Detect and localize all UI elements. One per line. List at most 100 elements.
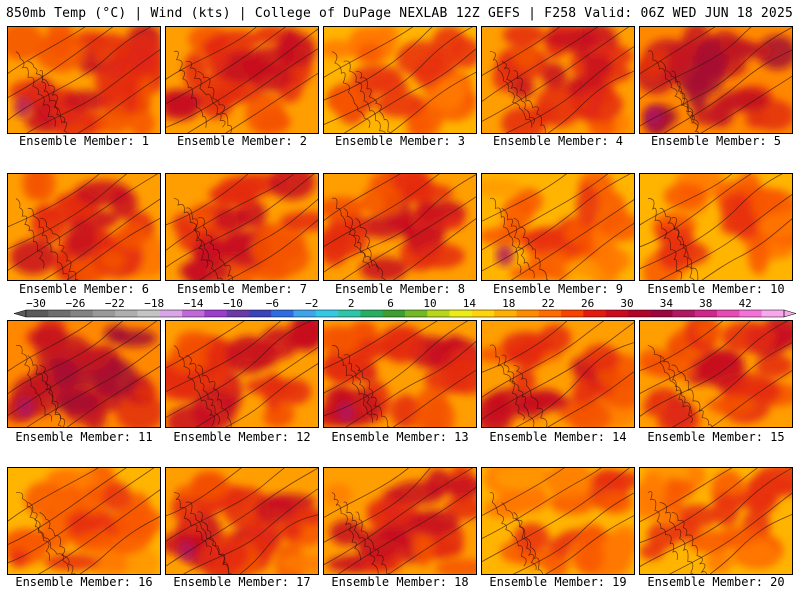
colorbar-segment xyxy=(315,310,339,317)
colorbar-segment xyxy=(672,310,696,317)
ensemble-member-map xyxy=(481,467,635,575)
colorbar-outline xyxy=(25,309,785,318)
temperature-field-map xyxy=(324,27,476,133)
colorbar-tick-label: −22 xyxy=(105,297,125,310)
colorbar-tick-label: −26 xyxy=(65,297,85,310)
ensemble-member-label: Ensemble Member: 10 xyxy=(647,282,785,296)
colorbar-segment xyxy=(115,310,138,317)
colorbar-tick-label: 26 xyxy=(581,297,594,310)
ensemble-member-map xyxy=(165,320,319,428)
temperature-field-map xyxy=(8,27,160,133)
colorbar-tick-label: −14 xyxy=(184,297,204,310)
colorbar-left-arrow xyxy=(13,309,27,318)
ensemble-member-map xyxy=(165,173,319,281)
colorbar-tick-label: −30 xyxy=(26,297,46,310)
colorbar-tick-label: −6 xyxy=(266,297,279,310)
colorbar-tick-label: −18 xyxy=(144,297,164,310)
temperature-field-map xyxy=(640,174,792,280)
colorbar-segment xyxy=(516,310,540,317)
colorbar-segment xyxy=(694,310,718,317)
ensemble-member-map xyxy=(7,320,161,428)
ensemble-member-map xyxy=(639,467,793,575)
colorbar-segment xyxy=(583,310,606,317)
temperature-field-map xyxy=(8,174,160,280)
temperature-field-map xyxy=(8,321,160,427)
colorbar-segment xyxy=(92,310,116,317)
colorbar-segment xyxy=(761,310,785,317)
colorbar-segment xyxy=(248,310,272,317)
colorbar-segment xyxy=(204,310,227,317)
colorbar-segment xyxy=(449,310,473,317)
ensemble-member-map xyxy=(323,320,477,428)
colorbar-segment xyxy=(182,310,205,317)
ensemble-member-map xyxy=(323,26,477,134)
temperature-field-map xyxy=(640,321,792,427)
colorbar-tick-label: −10 xyxy=(223,297,243,310)
temperature-field-map xyxy=(640,468,792,574)
colorbar-tick-label: 38 xyxy=(699,297,712,310)
ensemble-member-label: Ensemble Member: 15 xyxy=(647,430,785,444)
temperature-colorbar: −30 −26 −22 −18 −14 −10 −6 −2 2 6 10 14 18 22 26 30 34 38… xyxy=(13,297,797,318)
colorbar-segment xyxy=(360,310,384,317)
ensemble-member-label: Ensemble Member: 5 xyxy=(650,134,782,148)
ensemble-member-map xyxy=(481,320,635,428)
colorbar-segment xyxy=(405,310,428,317)
temperature-field-map xyxy=(482,321,634,427)
colorbar-segment xyxy=(427,310,450,317)
ensemble-member-label: Ensemble Member: 19 xyxy=(489,575,627,589)
ensemble-member-label: Ensemble Member: 14 xyxy=(489,430,627,444)
ensemble-member-label: Ensemble Member: 20 xyxy=(647,575,785,589)
ensemble-member-label: Ensemble Member: 12 xyxy=(173,430,311,444)
colorbar-segment xyxy=(271,310,294,317)
colorbar-right-arrow xyxy=(783,309,797,318)
colorbar-segment xyxy=(70,310,94,317)
temperature-field-map xyxy=(482,27,634,133)
colorbar-segment xyxy=(471,310,495,317)
ensemble-member-map xyxy=(165,467,319,575)
colorbar-segment xyxy=(717,310,740,317)
temperature-field-map xyxy=(324,321,476,427)
colorbar-tick-label: 18 xyxy=(502,297,515,310)
temperature-field-map xyxy=(166,468,318,574)
colorbar-segment xyxy=(739,310,763,317)
temperature-field-map xyxy=(324,468,476,574)
ensemble-member-label: Ensemble Member: 2 xyxy=(176,134,308,148)
temperature-field-map xyxy=(482,468,634,574)
model-run-info: 12Z GEFS | F258 Valid: 06Z WED JUN 18 20… xyxy=(455,6,793,21)
colorbar-segment xyxy=(650,310,673,317)
ensemble-member-label: Ensemble Member: 18 xyxy=(331,575,469,589)
ensemble-member-label: Ensemble Member: 8 xyxy=(334,282,466,296)
temperature-field-map xyxy=(166,174,318,280)
ensemble-member-map xyxy=(323,467,477,575)
colorbar-segment xyxy=(26,310,49,317)
ensemble-member-map xyxy=(7,467,161,575)
colorbar-segment xyxy=(137,310,161,317)
ensemble-member-map xyxy=(639,320,793,428)
temperature-field-map xyxy=(482,174,634,280)
temperature-field-map xyxy=(8,468,160,574)
colorbar-tick-label: 2 xyxy=(348,297,355,310)
colorbar-segment xyxy=(338,310,361,317)
ensemble-member-label: Ensemble Member: 3 xyxy=(334,134,466,148)
ensemble-member-label: Ensemble Member: 13 xyxy=(331,430,469,444)
ensemble-member-map xyxy=(639,26,793,134)
colorbar-tick-label: 14 xyxy=(463,297,477,310)
colorbar-tick-label: 22 xyxy=(542,297,555,310)
ensemble-member-label: Ensemble Member: 16 xyxy=(15,575,153,589)
ensemble-member-label: Ensemble Member: 17 xyxy=(173,575,311,589)
colorbar-tick-label: 6 xyxy=(387,297,394,310)
colorbar-tick-label: 30 xyxy=(620,297,633,310)
colorbar-segment xyxy=(494,310,517,317)
colorbar-segment xyxy=(561,310,584,317)
ensemble-member-map xyxy=(639,173,793,281)
temperature-field-map xyxy=(640,27,792,133)
map-title: 850mb Temp (°C) | Wind (kts) | College o… xyxy=(6,6,448,21)
ensemble-member-map xyxy=(165,26,319,134)
temperature-field-map xyxy=(166,321,318,427)
colorbar-tick-label: 10 xyxy=(423,297,436,310)
ensemble-member-map xyxy=(7,173,161,281)
ensemble-member-label: Ensemble Member: 11 xyxy=(15,430,153,444)
ensemble-member-label: Ensemble Member: 9 xyxy=(492,282,624,296)
colorbar-segment xyxy=(627,310,651,317)
colorbar-tick-label: 42 xyxy=(739,297,752,310)
